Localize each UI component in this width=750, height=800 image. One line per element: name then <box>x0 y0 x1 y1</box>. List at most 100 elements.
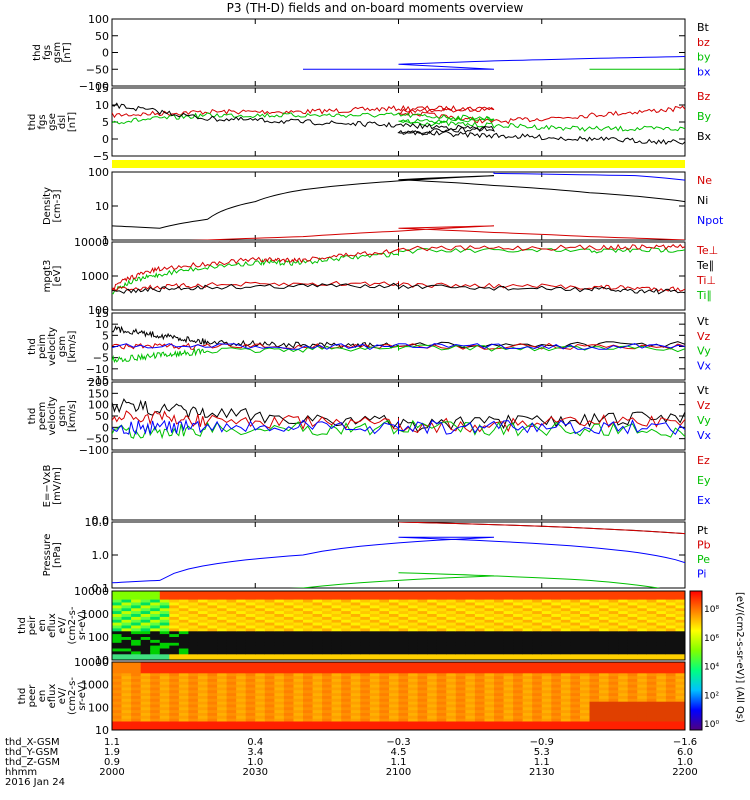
legend-ti: Ti⊥ <box>696 274 716 287</box>
y-axis-label: [nT] <box>62 42 73 62</box>
y-tick-label: 10 <box>95 654 109 667</box>
colorbar-title: [eV/(cm2-s-sr-eV)] (All Qs) <box>734 592 745 723</box>
series-peim_velocity-vx <box>112 343 685 351</box>
series-temperature-ti <box>112 243 685 292</box>
series-pressure-pb <box>398 522 685 535</box>
y-axis-label: [km/s] <box>67 400 78 432</box>
ephem-z-value: 1.1 <box>533 757 550 768</box>
y-axis-label: peem <box>37 402 48 430</box>
spectrogram-peer_eflux <box>112 662 685 730</box>
legend-vx: Vx <box>697 359 712 372</box>
ephem-label-z: thd_Z-GSM <box>5 757 60 768</box>
ephem-x-value: 0.4 <box>247 737 264 748</box>
legend-te: Te∥ <box>696 259 714 272</box>
y-tick-label: 10 <box>95 200 109 213</box>
ephem-y-value: 4.5 <box>390 747 407 758</box>
y-axis-label: Density <box>42 187 53 225</box>
panel-frame <box>111 171 686 241</box>
legend-ez: Ez <box>697 454 710 467</box>
ephem-t-value: 2030 <box>242 767 268 778</box>
panel-frame <box>111 451 686 521</box>
ephem-z-value: 1.1 <box>390 757 407 768</box>
ephem-z-value: 1.0 <box>677 757 693 768</box>
ephem-y-value: 6.0 <box>677 747 693 758</box>
y-tick-label: 10 <box>95 724 109 737</box>
colorbar-tick-label: 10⁰ <box>704 720 719 730</box>
ephem-t-value: 2100 <box>385 767 412 778</box>
colorbar-tick-label: 10⁴ <box>704 663 719 673</box>
y-tick-label: 1000 <box>81 270 109 283</box>
series-peem_velocity-vt <box>112 398 685 433</box>
ephem-y-value: 5.3 <box>533 747 550 758</box>
panel-density: 100 10 1 Density [cm-3] Ne Ni Npot <box>42 166 724 247</box>
y-tick-label: −10 <box>86 363 109 376</box>
y-axis-label: thd <box>27 114 38 131</box>
y-axis-label: thd <box>27 338 38 355</box>
series-temperature-te <box>112 282 685 304</box>
y-axis-label: sr-eV) <box>77 681 88 710</box>
legend-vt: Vt <box>697 384 710 397</box>
y-tick-label: 5 <box>102 329 109 342</box>
legend-ex: Ex <box>697 494 711 507</box>
y-tick-label: −15 <box>86 374 109 387</box>
y-tick-label: 150 <box>88 387 109 400</box>
y-axis-label: thd <box>27 408 38 425</box>
y-tick-label: 5 <box>102 116 109 129</box>
panel-frame <box>111 87 686 157</box>
y-axis-label: eflux <box>47 613 58 638</box>
y-axis-label: mpgt3 <box>42 260 53 293</box>
legend-bt: Bt <box>697 21 710 34</box>
series-fgs_gsm_nt-by <box>589 68 685 81</box>
y-tick-label: 0.0 <box>92 514 110 527</box>
y-tick-label: 10 <box>95 99 109 112</box>
y-tick-label: 0 <box>102 133 109 146</box>
legend-by: by <box>697 51 711 64</box>
y-tick-label: 0.1 <box>92 582 110 595</box>
y-axis-label: eflux <box>47 684 58 709</box>
series-density-npot <box>493 172 685 226</box>
colorbar-tick-label: 10⁸ <box>704 605 719 615</box>
legend-ne: Ne <box>697 174 712 187</box>
y-axis-label: Pressure <box>42 534 53 577</box>
legend-vy: Vy <box>697 414 711 427</box>
panel-flag_bar <box>112 160 685 168</box>
series-fgs_gsm_nt-bx <box>303 53 685 70</box>
y-axis-label: velocity <box>47 327 58 366</box>
y-axis-label: eV/ <box>57 617 68 634</box>
ephem-x-value: 1.1 <box>104 737 120 748</box>
quality-flag-bar <box>112 160 685 168</box>
y-tick-label: 100 <box>88 13 109 26</box>
legend-pi: Pi <box>697 568 706 581</box>
legend-vz: Vz <box>697 330 711 343</box>
y-axis-label: thd <box>17 688 28 705</box>
y-tick-label: 100 <box>88 399 109 412</box>
panel-frame <box>111 18 686 87</box>
y-tick-label: −100 <box>79 80 109 93</box>
y-tick-label: 10000 <box>74 585 109 598</box>
y-axis-label: en <box>37 619 48 632</box>
y-axis-label: fgs <box>37 114 48 129</box>
ephem-z-value: 1.0 <box>247 757 264 768</box>
legend-pe: Pe <box>697 553 710 566</box>
legend-vy: Vy <box>697 345 711 358</box>
legend-vt: Vt <box>697 315 710 328</box>
ephem-y-value: 1.9 <box>104 747 120 758</box>
legend-ey: Ey <box>697 474 711 487</box>
y-tick-label: 50 <box>95 410 109 423</box>
legend-te: Te⊥ <box>696 244 718 257</box>
y-axis-label: (cm2-s- <box>67 606 78 644</box>
y-axis-label: peir <box>27 615 38 635</box>
series-temperature-ti <box>112 247 685 295</box>
series-density-ne <box>188 225 685 240</box>
plot-title: P3 (TH-D) fields and on-board moments ov… <box>226 1 524 15</box>
series-pressure-pi <box>112 536 685 584</box>
y-tick-label: 1000 <box>81 679 109 692</box>
y-tick-label: −5 <box>93 352 109 365</box>
y-axis-label: peim <box>37 334 48 359</box>
series-density-ni <box>112 175 685 229</box>
y-tick-label: 1.0 <box>92 549 110 562</box>
legend-ti: Ti∥ <box>696 289 712 302</box>
series-peim_velocity-vy <box>112 344 685 364</box>
